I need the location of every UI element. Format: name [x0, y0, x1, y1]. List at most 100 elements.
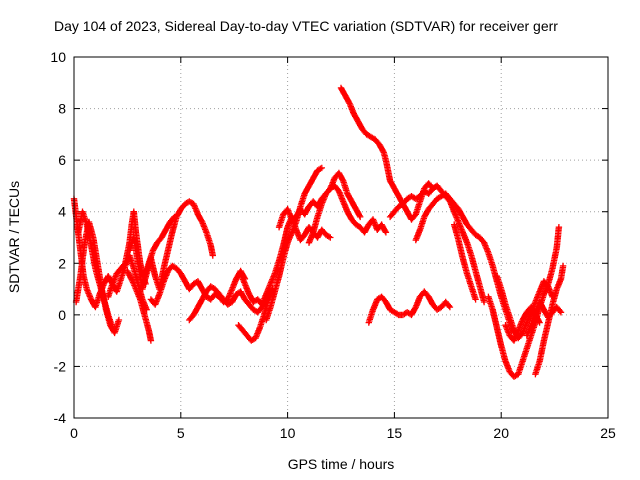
y-tick-label: 2 — [58, 255, 66, 271]
data-point-trail — [485, 295, 496, 312]
x-tick-label: 25 — [600, 425, 616, 441]
data-point-trail — [174, 266, 183, 276]
data-point-trail — [306, 199, 316, 209]
data-point-trail — [396, 201, 405, 209]
data-point-trail — [298, 233, 307, 242]
data-point-trail — [178, 202, 188, 211]
data-point-trail — [375, 294, 384, 302]
data-point-trail — [439, 191, 448, 199]
data-point-trail — [550, 305, 559, 315]
data-point-trail — [344, 209, 355, 222]
data-point-trail — [183, 199, 192, 207]
data-point-trail — [355, 119, 365, 132]
data-point-trail — [242, 282, 252, 296]
data-point-trail — [388, 307, 397, 315]
data-point-trail — [392, 309, 401, 318]
data-point — [557, 309, 565, 316]
x-tick-label: 10 — [280, 425, 296, 441]
data-point — [536, 319, 543, 326]
data-point-trail — [342, 93, 352, 106]
data-point-trail — [435, 193, 444, 202]
data-point-trail — [430, 196, 440, 206]
data-point-trail — [354, 222, 362, 230]
data-point-trail — [391, 186, 402, 199]
data-point-trail — [417, 289, 427, 299]
data-point — [115, 316, 123, 324]
data-point-trail — [187, 312, 196, 322]
data-point-trail — [118, 261, 128, 271]
data-point — [446, 303, 454, 311]
data-point-trail — [351, 111, 361, 124]
data-point — [263, 291, 270, 298]
data-point-trail — [344, 191, 355, 204]
data-point-trail — [338, 86, 348, 98]
data-point-trail — [422, 289, 431, 299]
data-point-trail — [469, 227, 478, 237]
data-point-trail — [473, 232, 482, 240]
data-point-trail — [315, 165, 324, 173]
y-tick-label: -4 — [54, 410, 67, 426]
series-sat-l — [263, 164, 325, 324]
chart-title: Day 104 of 2023, Sidereal Day-to-day VTE… — [54, 18, 558, 34]
data-point-trail — [336, 171, 346, 183]
data-point-trail — [242, 297, 252, 307]
series-sat-e — [124, 267, 155, 344]
data-point-trail — [379, 294, 388, 304]
data-point-trail — [366, 217, 376, 227]
data-point-trail — [409, 305, 419, 317]
data-point-trail — [379, 222, 389, 235]
data-point-trail — [244, 333, 254, 343]
data-point-trail — [332, 171, 341, 181]
data-point-trail — [124, 269, 137, 286]
data-point-trail — [452, 202, 461, 211]
data-markers — [70, 84, 567, 380]
data-point-trail — [477, 284, 487, 304]
data-point-trail — [187, 199, 196, 207]
data-point-trail — [281, 207, 290, 217]
data-point-trail — [155, 235, 164, 245]
data-point-trail — [507, 333, 517, 343]
data-point-trail — [387, 178, 397, 191]
data-point-trail — [195, 212, 205, 224]
y-tick-label: 10 — [50, 49, 66, 65]
data-point-trail — [240, 328, 250, 338]
data-point-trail — [541, 320, 551, 343]
data-point-trail — [150, 240, 160, 253]
series-sat-j — [235, 285, 276, 344]
data-point-trail — [414, 193, 422, 202]
data-point-trail — [255, 305, 265, 315]
y-tick-label: 8 — [58, 101, 66, 117]
data-point — [171, 213, 178, 221]
data-point-trail — [388, 209, 397, 219]
data-point-trail — [319, 227, 329, 237]
data-point-trail — [199, 289, 209, 302]
data-point-trail — [464, 222, 474, 232]
data-point-trail — [83, 223, 94, 247]
data-point-trail — [536, 339, 547, 363]
series-sat-n — [305, 169, 364, 246]
data-point-trail — [353, 207, 363, 219]
data-point-trail — [323, 186, 333, 196]
data-point — [555, 224, 563, 231]
x-tick-label: 20 — [493, 425, 509, 441]
data-point-trail — [456, 207, 466, 219]
data-point-trail — [208, 292, 218, 302]
data-point-trail — [520, 310, 530, 322]
data-point — [382, 229, 390, 236]
data-point-trail — [430, 302, 440, 312]
data-point-trail — [468, 284, 479, 301]
data-point-trail — [373, 137, 382, 147]
data-point-trail — [541, 279, 551, 289]
data-point-trail — [546, 310, 555, 320]
data-point-trail — [507, 369, 517, 379]
data-point-trail — [377, 142, 387, 155]
data-point-trail — [302, 204, 312, 217]
series-sat-q — [386, 182, 488, 306]
data-point-trail — [349, 199, 359, 211]
data-point-trail — [141, 313, 152, 332]
data-point-trail — [383, 300, 393, 312]
data-point-trail — [255, 297, 265, 307]
data-point-trail — [435, 304, 444, 312]
data-point-trail — [226, 299, 234, 307]
